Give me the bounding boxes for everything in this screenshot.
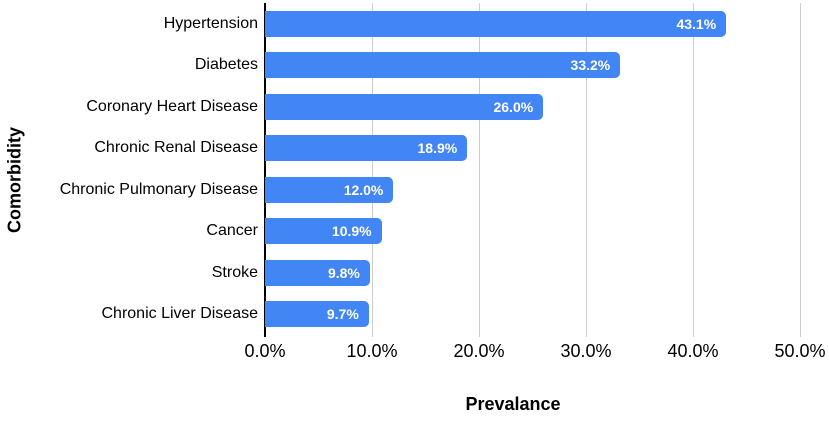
plot-area: 43.1% 33.2% 26.0% 18.9% 12.0% 10.9% 9.8% 9.7%	[264, 3, 801, 337]
bar-row: 9.7%	[265, 294, 800, 336]
x-axis-title: Prevalance	[465, 394, 561, 414]
x-tick-label: 20.0%	[453, 341, 505, 361]
gridline	[693, 3, 694, 337]
category-label-hypertension: Hypertension	[163, 14, 258, 32]
bar-diabetes: 33.2%	[265, 52, 621, 79]
bar-value-label: 33.2%	[570, 57, 611, 74]
bar-row: 12.0%	[265, 169, 800, 211]
bar-value-label: 18.9%	[417, 140, 458, 157]
bar-row: 26.0%	[265, 86, 800, 128]
bar-value-label: 9.8%	[327, 264, 360, 281]
category-label-stroke: Stroke	[211, 263, 258, 281]
bar-row: 43.1%	[265, 3, 800, 45]
y-axis-line	[264, 3, 266, 337]
x-tick-label: 0.0%	[244, 341, 286, 361]
bar-stroke: 9.8%	[265, 259, 370, 286]
category-label-diabetes: Diabetes	[194, 56, 258, 74]
bar-chronic-liver-disease: 9.7%	[265, 301, 369, 328]
bar-value-label: 9.7%	[326, 306, 359, 323]
bars-group: 43.1% 33.2% 26.0% 18.9% 12.0% 10.9% 9.8% 9.7%	[265, 3, 800, 335]
bar-value-label: 10.9%	[331, 223, 372, 240]
bar-chronic-renal-disease: 18.9%	[265, 135, 468, 162]
bar-value-label: 43.1%	[676, 15, 717, 32]
bar-coronary-heart-disease: 26.0%	[265, 93, 544, 120]
bar-chronic-pulmonary-disease: 12.0%	[265, 176, 394, 203]
x-tick-label: 30.0%	[560, 341, 612, 361]
bar-row: 10.9%	[265, 211, 800, 253]
gridline	[800, 3, 801, 337]
gridline	[372, 3, 373, 337]
gridline	[479, 3, 480, 337]
x-tick-label: 40.0%	[667, 341, 719, 361]
bar-row: 9.8%	[265, 252, 800, 294]
bar-cancer: 10.9%	[265, 218, 382, 245]
category-axis-labels: Hypertension Diabetes Coronary Heart Disea…	[0, 3, 258, 335]
category-label-chronic-liver-disease: Chronic Liver Disease	[101, 305, 258, 323]
x-axis-tick-labels: 0.0% 10.0% 20.0% 30.0% 40.0% 50.0%	[244, 341, 825, 363]
category-label-cancer: Cancer	[206, 222, 258, 240]
category-label-coronary-heart-disease: Coronary Heart Disease	[86, 97, 258, 115]
bar-value-label: 26.0%	[493, 98, 534, 115]
x-tick-label: 50.0%	[774, 341, 826, 361]
x-tick-label: 10.0%	[346, 341, 398, 361]
bar-row: 33.2%	[265, 45, 800, 87]
category-label-chronic-renal-disease: Chronic Renal Disease	[94, 139, 258, 157]
bar-hypertension: 43.1%	[265, 10, 727, 37]
category-label-chronic-pulmonary-disease: Chronic Pulmonary Disease	[59, 180, 258, 198]
bar-value-label: 12.0%	[343, 181, 384, 198]
bar-row: 18.9%	[265, 128, 800, 170]
gridline	[586, 3, 587, 337]
